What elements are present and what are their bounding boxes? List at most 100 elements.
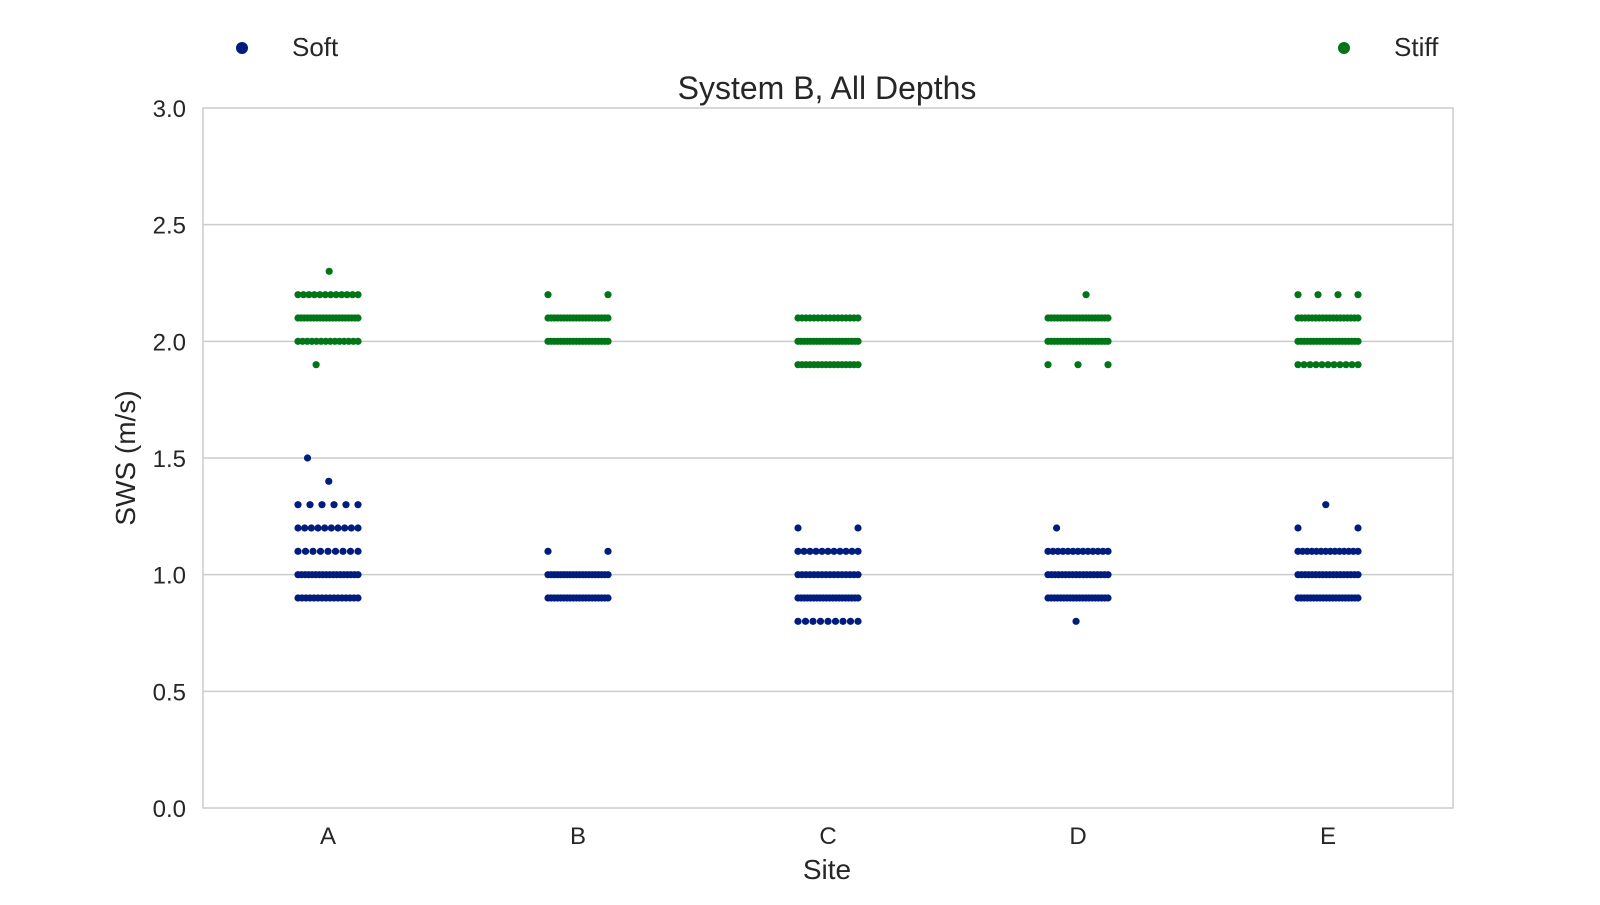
y-tick-label: 2.0 <box>153 329 186 356</box>
data-point-stiff <box>1104 361 1112 369</box>
data-point-soft <box>1322 501 1330 509</box>
y-tick-label: 0.5 <box>153 679 186 706</box>
data-point-soft <box>330 501 338 509</box>
x-tick-label: D <box>1069 823 1086 850</box>
data-point-stiff <box>343 291 351 299</box>
data-point-stiff <box>1330 361 1338 369</box>
legend-label-stiff: Stiff <box>1394 32 1439 62</box>
data-point-soft <box>801 617 810 625</box>
data-point-stiff <box>1324 361 1332 369</box>
data-point-soft <box>314 524 322 532</box>
data-point-soft <box>1104 594 1112 602</box>
data-point-soft <box>1354 594 1362 602</box>
data-point-soft <box>325 477 333 485</box>
data-point-stiff <box>354 314 362 322</box>
data-point-soft <box>334 524 342 532</box>
legend-label-soft: Soft <box>292 32 339 62</box>
data-point-soft <box>1294 524 1302 532</box>
data-point-stiff <box>1300 361 1308 369</box>
data-point-stiff <box>327 291 335 299</box>
data-point-stiff <box>294 291 302 299</box>
y-tick-label: 3.0 <box>153 96 186 123</box>
data-point-stiff <box>1348 361 1356 369</box>
data-point-soft <box>307 524 315 532</box>
data-point-stiff <box>1354 337 1362 345</box>
data-point-stiff <box>1334 291 1342 299</box>
data-point-soft <box>354 524 362 532</box>
data-point-stiff <box>310 291 318 299</box>
data-point-soft <box>294 547 302 555</box>
data-point-soft <box>1069 547 1077 555</box>
data-point-stiff <box>1336 361 1344 369</box>
data-point-soft <box>604 547 612 555</box>
data-point-stiff <box>316 291 324 299</box>
data-point-soft <box>1072 617 1080 625</box>
data-point-stiff <box>1312 361 1320 369</box>
x-tick-label: B <box>570 823 586 850</box>
data-point-soft <box>347 524 355 532</box>
data-point-soft <box>839 617 847 625</box>
data-point-stiff <box>1294 361 1302 369</box>
data-point-soft <box>824 617 832 625</box>
data-point-soft <box>1059 547 1067 555</box>
data-point-soft <box>1089 547 1097 555</box>
data-point-soft <box>794 524 802 532</box>
data-point-soft <box>327 524 335 532</box>
x-tick-labels: A B C D E <box>320 823 1336 850</box>
data-point-soft <box>812 547 820 555</box>
data-point-soft <box>1354 524 1362 532</box>
data-point-soft <box>294 524 302 532</box>
data-point-stiff <box>1354 291 1362 299</box>
data-point-stiff <box>604 337 612 345</box>
data-point-soft <box>339 547 347 555</box>
data-point-stiff <box>1082 291 1090 299</box>
y-tick-label: 1.0 <box>153 563 186 590</box>
data-point-soft <box>1074 547 1082 555</box>
data-point-stiff <box>325 267 333 275</box>
data-point-soft <box>854 617 862 625</box>
data-point-stiff <box>1354 361 1362 369</box>
data-point-soft <box>544 547 552 555</box>
data-point-stiff <box>1306 361 1314 369</box>
data-point-stiff <box>604 314 612 322</box>
y-tick-label: 0.0 <box>153 796 186 823</box>
data-point-soft <box>324 547 332 555</box>
data-point-soft <box>800 547 808 555</box>
data-point-soft <box>321 524 329 532</box>
data-point-soft <box>604 571 612 579</box>
data-point-stiff <box>348 291 357 299</box>
data-point-soft <box>794 617 802 625</box>
data-point-soft <box>1064 547 1072 555</box>
data-point-soft <box>830 547 838 555</box>
data-point-stiff <box>1318 361 1326 369</box>
data-point-soft <box>301 524 309 532</box>
data-point-stiff <box>299 291 308 299</box>
gridlines <box>203 223 1453 693</box>
data-point-soft <box>854 547 862 555</box>
data-point-soft <box>354 571 362 579</box>
data-point-stiff <box>1342 361 1350 369</box>
y-tick-label: 2.5 <box>153 213 186 240</box>
data-point-stiff <box>604 291 612 299</box>
data-point-soft <box>1094 547 1102 555</box>
data-point-soft <box>1054 547 1062 555</box>
data-point-soft <box>824 547 832 555</box>
data-point-stiff <box>354 337 362 345</box>
data-point-soft <box>806 547 814 555</box>
data-point-soft <box>1053 524 1061 532</box>
data-point-soft <box>818 547 826 555</box>
data-point-soft <box>1084 547 1092 555</box>
data-point-stiff <box>1074 361 1082 369</box>
data-point-stiff <box>544 291 552 299</box>
data-point-stiff <box>312 361 320 369</box>
data-point-soft <box>604 594 612 602</box>
data-point-stiff <box>321 291 329 299</box>
data-points <box>294 267 1362 625</box>
data-point-soft <box>346 547 355 555</box>
data-point-soft <box>1354 547 1362 555</box>
data-point-soft <box>1354 571 1362 579</box>
data-point-soft <box>854 524 862 532</box>
data-point-soft <box>1044 547 1052 555</box>
